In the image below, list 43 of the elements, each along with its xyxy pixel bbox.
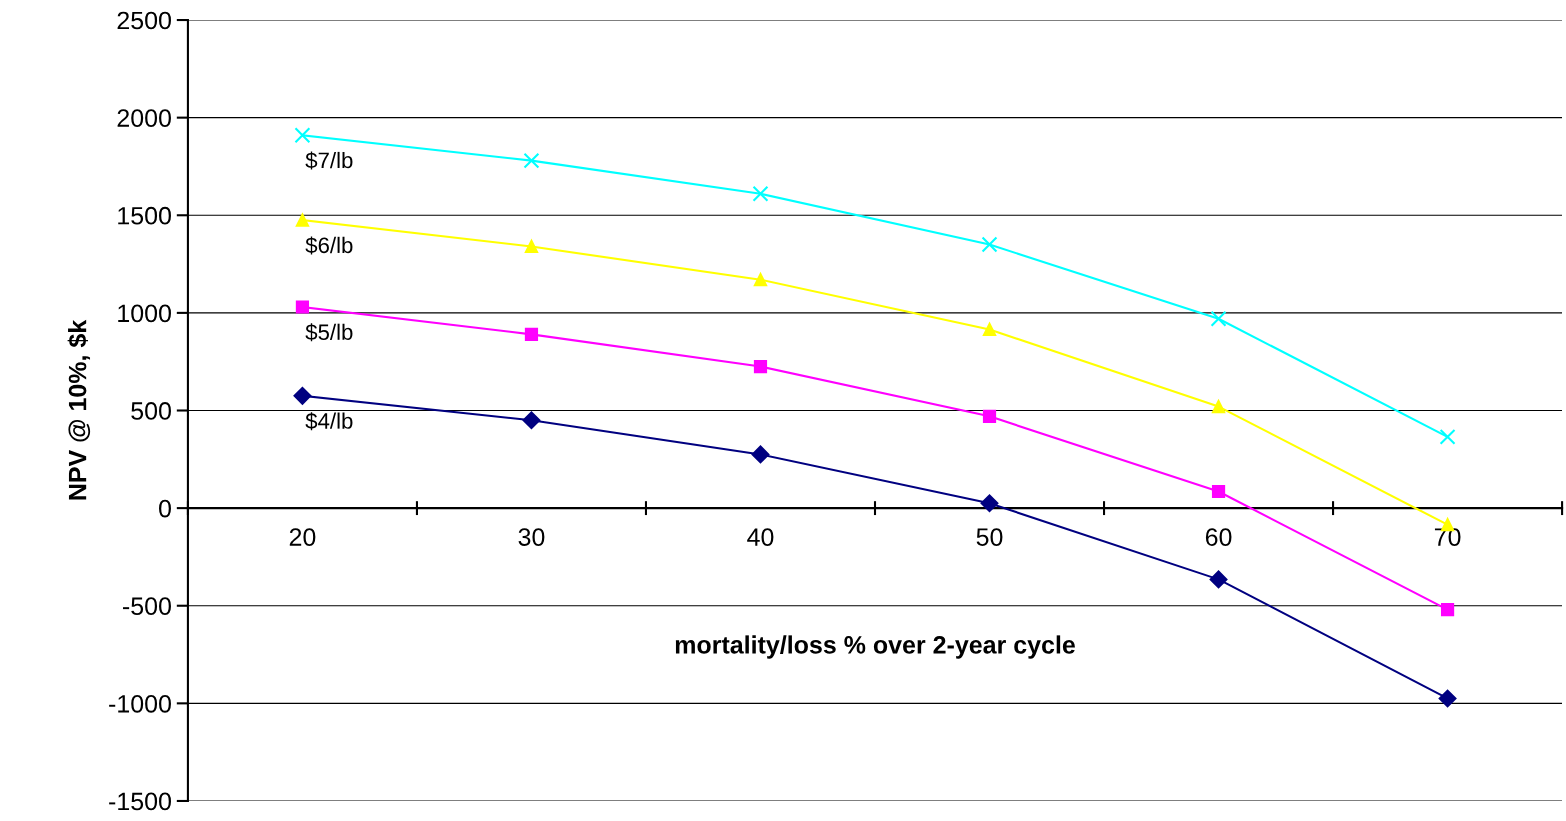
point [522, 411, 541, 430]
x-tick-label: 50 [976, 528, 1003, 546]
y-tick-label: -1000 [109, 694, 171, 713]
point [1438, 689, 1457, 708]
point [752, 185, 769, 202]
series-label: $7/lb [305, 151, 353, 170]
point [295, 213, 310, 227]
point [753, 359, 768, 374]
point [295, 300, 310, 314]
x-tick-label: 20 [289, 528, 316, 546]
point [1210, 310, 1227, 327]
point [980, 494, 999, 513]
y-tick-label: -500 [123, 597, 171, 616]
y-axis-title: NPV @ 10%, $k [67, 319, 91, 500]
y-tick-label: 1500 [118, 206, 171, 225]
point [1440, 603, 1455, 617]
x-tick-label: 40 [747, 528, 774, 546]
point [1209, 570, 1228, 589]
point [524, 239, 539, 254]
y-tick-label: 2000 [117, 109, 171, 127]
point [753, 273, 768, 287]
point [523, 152, 540, 169]
point [293, 386, 312, 405]
point [981, 236, 998, 253]
y-tick-label: 1000 [118, 304, 171, 323]
point [524, 327, 539, 341]
point [1439, 428, 1456, 445]
point [751, 445, 770, 464]
y-tick-label: 2500 [117, 11, 171, 30]
y-tick-label: 500 [131, 402, 171, 420]
y-tick-label: 0 [159, 499, 171, 518]
x-tick-label: 30 [518, 528, 545, 546]
series-label: $4/lb [305, 412, 353, 431]
x-tick-label: 60 [1205, 528, 1232, 546]
series-label: $5/lb [305, 323, 353, 342]
point [982, 409, 997, 423]
y-tick-label: -1500 [109, 792, 171, 811]
point [1211, 484, 1226, 499]
x-axis-title: mortality/loss % over 2-year cycle [675, 635, 1075, 659]
point [1211, 400, 1226, 414]
point [982, 322, 997, 337]
point [294, 127, 311, 144]
series-label: $6/lb [305, 236, 353, 255]
